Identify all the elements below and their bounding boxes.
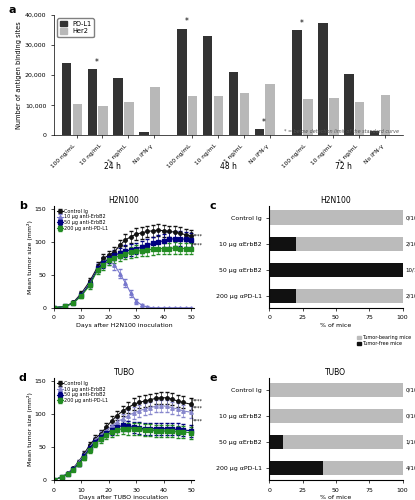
Bar <box>322 461 403 475</box>
Title: H2N100: H2N100 <box>320 196 351 205</box>
Bar <box>73 104 82 136</box>
Bar <box>329 98 339 136</box>
X-axis label: Days after TUBO inoculation: Days after TUBO inoculation <box>79 496 168 500</box>
Bar <box>98 106 108 136</box>
Legend: Tumor-bearing mice, Tumor-free mice: Tumor-bearing mice, Tumor-free mice <box>355 334 413 348</box>
Bar <box>269 262 403 277</box>
Text: *: * <box>95 58 99 67</box>
Bar <box>344 74 354 136</box>
Bar <box>269 210 403 225</box>
X-axis label: % of mice: % of mice <box>320 323 352 328</box>
Bar <box>229 72 238 136</box>
Text: 2/10: 2/10 <box>405 294 415 298</box>
Bar <box>177 28 187 136</box>
Text: 0/10: 0/10 <box>405 414 415 418</box>
Text: 24 h: 24 h <box>104 162 121 171</box>
Bar <box>269 409 403 423</box>
Bar <box>283 435 403 450</box>
Text: d: d <box>19 373 27 383</box>
Bar <box>113 78 123 136</box>
Bar <box>88 69 97 136</box>
Text: 48 h: 48 h <box>220 162 237 171</box>
Bar <box>355 102 364 136</box>
Bar <box>239 94 249 136</box>
Text: ****: **** <box>193 242 203 248</box>
Bar <box>269 435 283 450</box>
Bar <box>381 95 390 136</box>
Title: TUBO: TUBO <box>325 368 347 378</box>
Y-axis label: Mean tumor size (mm²): Mean tumor size (mm²) <box>27 392 33 466</box>
Legend: Control Ig, 10 μg anti-ErbB2, 50 μg anti-ErbB2, 200 μg anti-PD-L1: Control Ig, 10 μg anti-ErbB2, 50 μg anti… <box>56 208 109 232</box>
Bar <box>269 382 403 397</box>
Bar <box>269 461 322 475</box>
Text: ****: **** <box>193 398 203 404</box>
Text: 10/10: 10/10 <box>405 268 415 272</box>
Text: *: * <box>300 19 304 28</box>
Text: *: * <box>185 18 188 26</box>
Text: ****: **** <box>193 234 203 238</box>
X-axis label: % of mice: % of mice <box>320 496 352 500</box>
Text: e: e <box>209 373 217 383</box>
Bar <box>269 236 296 251</box>
Bar <box>188 96 198 136</box>
Bar <box>254 130 264 136</box>
Text: ****: **** <box>193 419 203 424</box>
Bar <box>370 131 379 136</box>
Text: 0/10: 0/10 <box>405 388 415 392</box>
Text: * = below detection limit of the standard curve: * = below detection limit of the standar… <box>284 130 399 134</box>
Bar <box>303 100 313 136</box>
Bar <box>150 88 159 136</box>
Legend: PD-L1, Her2: PD-L1, Her2 <box>57 18 94 37</box>
Legend: Control Ig, 10 μg anti-ErbB2, 50 μg anti-ErbB2, 200 μg anti-PD-L1: Control Ig, 10 μg anti-ErbB2, 50 μg anti… <box>56 380 109 404</box>
Bar <box>269 289 296 303</box>
Bar <box>265 84 275 136</box>
Y-axis label: Number of antigen binding sites: Number of antigen binding sites <box>16 22 22 129</box>
Y-axis label: Mean tumor size (mm²): Mean tumor size (mm²) <box>27 220 33 294</box>
Bar <box>293 30 302 136</box>
Text: 1/10: 1/10 <box>405 440 415 444</box>
Bar <box>296 236 403 251</box>
Bar <box>139 132 149 136</box>
Text: c: c <box>209 200 216 210</box>
Bar <box>318 22 328 136</box>
Text: 72 h: 72 h <box>335 162 352 171</box>
Text: 2/10: 2/10 <box>405 241 415 246</box>
Text: *: * <box>262 118 266 128</box>
Text: b: b <box>19 200 27 210</box>
Bar <box>62 63 71 136</box>
Text: 0/10: 0/10 <box>405 215 415 220</box>
Bar <box>214 96 223 136</box>
X-axis label: Days after H2N100 inoculation: Days after H2N100 inoculation <box>76 323 172 328</box>
Text: 4/10: 4/10 <box>405 466 415 470</box>
Bar <box>203 36 212 136</box>
Title: TUBO: TUBO <box>113 368 134 378</box>
Title: H2N100: H2N100 <box>109 196 139 205</box>
Text: a: a <box>9 6 16 16</box>
Text: ****: **** <box>193 406 203 411</box>
Bar <box>124 102 134 136</box>
Bar <box>296 289 403 303</box>
